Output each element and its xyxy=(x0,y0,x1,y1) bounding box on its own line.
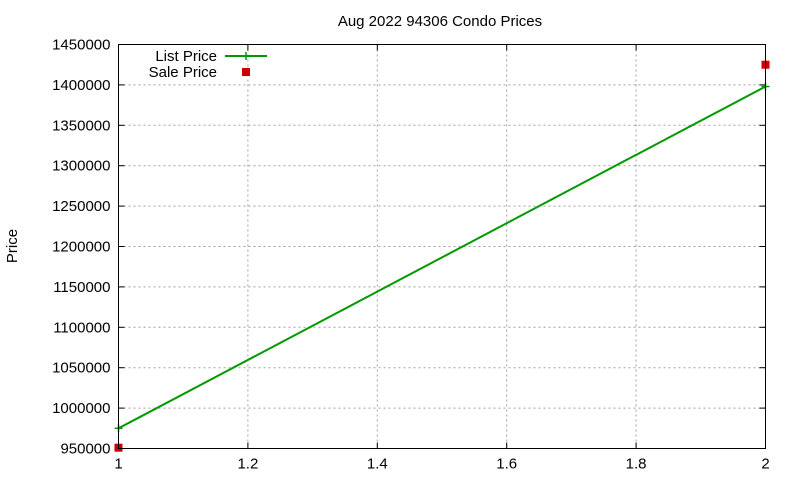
legend-label: Sale Price xyxy=(149,64,217,81)
x-tick-label: 1.8 xyxy=(626,456,647,473)
y-tick-label: 1050000 xyxy=(52,360,110,377)
legend-label: List Price xyxy=(155,48,217,65)
y-tick-label: 1200000 xyxy=(52,239,110,256)
legend-marker xyxy=(242,68,250,76)
y-tick-label: 1300000 xyxy=(52,158,110,175)
plot-frame xyxy=(118,44,766,449)
y-tick-label: 1450000 xyxy=(52,37,110,54)
series-line-0 xyxy=(118,85,766,430)
y-tick-label: 1150000 xyxy=(53,279,110,296)
data-series xyxy=(114,60,770,452)
x-tick-label: 1 xyxy=(114,456,122,473)
y-tick-label: 950000 xyxy=(60,441,110,458)
y-tick-label: 1400000 xyxy=(52,77,110,94)
y-tick-label: 1100000 xyxy=(53,319,110,336)
x-tick-label: 1.4 xyxy=(367,456,388,473)
y-tick-label: 1250000 xyxy=(52,198,110,215)
x-tick-label: 2 xyxy=(761,456,769,473)
axis-ticks: 950000 1000000 1050000 1100000 1150000 120000… xyxy=(52,37,770,473)
y-axis-label: Price xyxy=(4,229,21,263)
grid xyxy=(118,44,766,449)
y-tick-label: 1350000 xyxy=(52,117,110,134)
chart-title: Aug 2022 94306 Condo Prices xyxy=(338,13,542,30)
x-tick-label: 1.6 xyxy=(496,456,517,473)
legend-marker xyxy=(242,52,250,60)
x-tick-label: 1.2 xyxy=(237,456,258,473)
y-tick-label: 1000000 xyxy=(52,400,110,417)
